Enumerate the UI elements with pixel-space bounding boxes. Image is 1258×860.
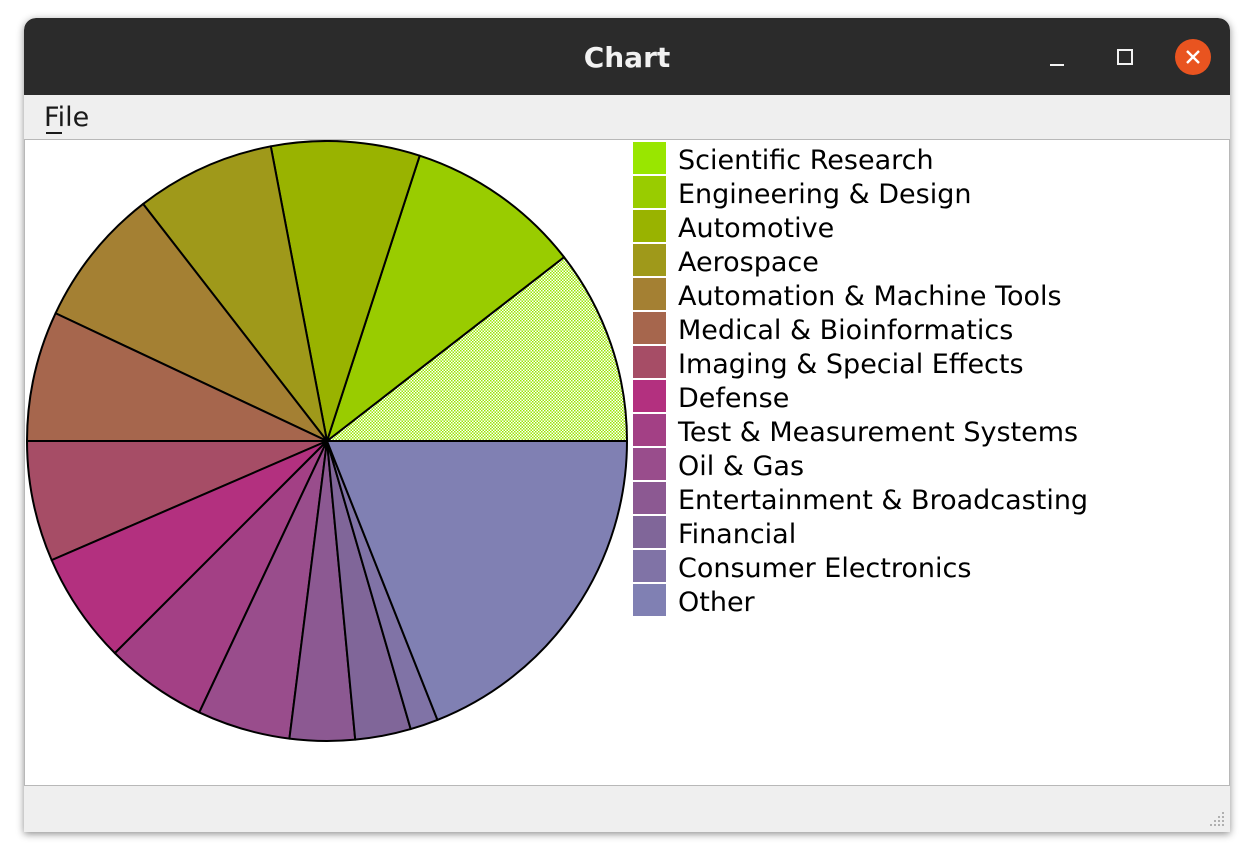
resize-grip-icon[interactable]	[1208, 810, 1226, 828]
mnemonic-underline	[46, 132, 62, 134]
pie-slices	[26, 140, 628, 742]
legend-swatch-medical-bioinformatics	[633, 312, 666, 344]
pie-slice-engineering-design[interactable]	[326, 154, 566, 442]
pie-slice-automotive[interactable]	[269, 140, 421, 442]
app-window: Chart File	[24, 18, 1230, 832]
legend-label-entertainment-broadcasting: Entertainment & Broadcasting	[678, 485, 1088, 516]
pie-slice-scientific-research[interactable]	[326, 256, 628, 442]
close-button[interactable]	[1174, 38, 1212, 76]
window-title: Chart	[583, 41, 671, 74]
maximize-button[interactable]	[1106, 38, 1144, 76]
legend-label-scientific-research: Scientific Research	[678, 145, 934, 176]
minimize-icon	[1050, 64, 1064, 66]
legend-label-other: Other	[678, 587, 756, 618]
pie-slice-other[interactable]	[326, 440, 628, 721]
legend-label-oil-gas: Oil & Gas	[678, 451, 804, 482]
legend-swatch-defense	[633, 380, 666, 412]
status-bar	[24, 786, 1230, 832]
legend-swatch-engineering-design	[633, 176, 666, 208]
legend-swatch-other	[633, 584, 666, 616]
legend-swatch-imaging-special-effects	[633, 346, 666, 378]
pie-slice-automation-machine-tools[interactable]	[54, 202, 328, 442]
legend-label-consumer-electronics: Consumer Electronics	[678, 553, 971, 584]
pie-slice-imaging-special-effects[interactable]	[26, 440, 328, 562]
legend-label-test-measurement-systems: Test & Measurement Systems	[677, 417, 1078, 448]
minimize-button[interactable]	[1038, 38, 1076, 76]
menu-bar: File	[24, 95, 1230, 138]
menu-file[interactable]: File	[44, 101, 89, 135]
chart-canvas: Scientific Research Engineering & Design A…	[24, 139, 1230, 786]
close-icon	[1175, 39, 1211, 75]
legend-swatch-automation-machine-tools	[633, 278, 666, 310]
legend-label-automation-machine-tools: Automation & Machine Tools	[678, 281, 1062, 312]
pie-slice-aerospace[interactable]	[142, 145, 328, 442]
legend-swatch-test-measurement-systems	[633, 414, 666, 446]
pie-slice-medical-bioinformatics[interactable]	[26, 312, 328, 442]
legend-label-medical-bioinformatics: Medical & Bioinformatics	[678, 315, 1013, 346]
legend-label-engineering-design: Engineering & Design	[678, 179, 971, 210]
legend-swatch-aerospace	[633, 244, 666, 276]
legend-swatch-oil-gas	[633, 448, 666, 480]
legend-swatch-entertainment-broadcasting	[633, 482, 666, 514]
legend-label-imaging-special-effects: Imaging & Special Effects	[678, 349, 1024, 380]
legend-swatch-financial	[633, 516, 666, 548]
legend-swatch-consumer-electronics	[633, 550, 666, 582]
legend-label-aerospace: Aerospace	[678, 247, 819, 278]
legend-label-defense: Defense	[678, 383, 789, 414]
legend-label-financial: Financial	[678, 519, 796, 550]
menu-file-label: File	[44, 102, 90, 133]
legend-label-automotive: Automotive	[678, 213, 834, 244]
legend-swatch-scientific-research	[633, 142, 666, 174]
maximize-icon	[1117, 49, 1133, 65]
title-bar[interactable]: Chart	[24, 18, 1230, 95]
legend-swatch-automotive	[633, 210, 666, 242]
